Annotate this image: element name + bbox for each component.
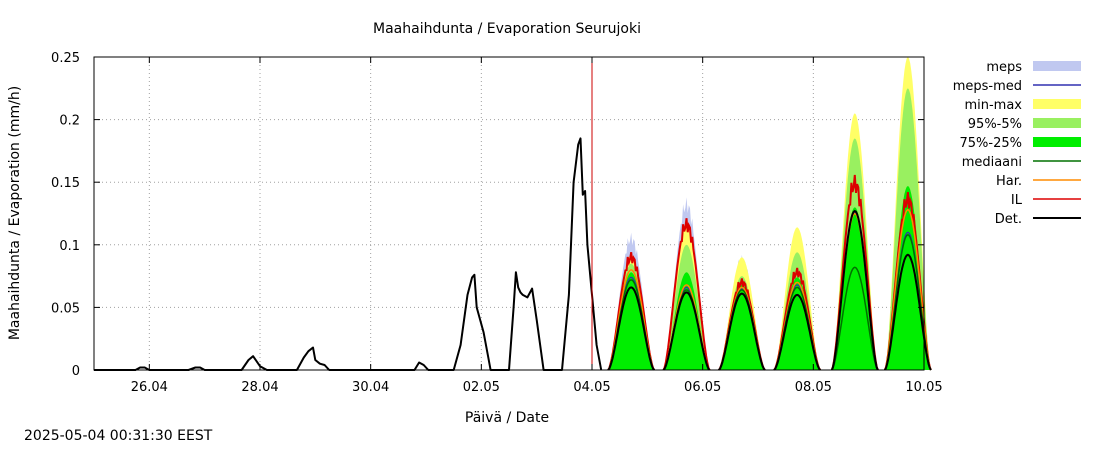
y-tick-label: 0.15: [51, 176, 80, 191]
x-tick-label: 30.04: [352, 380, 389, 395]
series-area: [94, 57, 932, 371]
x-tick-label: 02.05: [463, 380, 500, 395]
legend-swatch: [1033, 137, 1081, 147]
band-p75_25: [718, 284, 765, 370]
x-tick-label: 08.05: [795, 380, 832, 395]
legend-label: Har.: [996, 174, 1022, 189]
timestamp: 2025-05-04 00:31:30 EEST: [24, 428, 213, 444]
x-axis-label: Päivä / Date: [465, 410, 549, 426]
legend-label: Det.: [995, 212, 1022, 227]
legend-label: 75%-25%: [960, 136, 1022, 151]
x-axis: 26.04 28.04 30.04 02.05 04.05 06.05 08.05 10.05: [131, 57, 943, 395]
y-tick-label: 0.25: [51, 51, 80, 66]
x-tick-label: 28.04: [241, 380, 278, 395]
y-tick-label: 0.1: [59, 239, 80, 254]
x-tick-label: 04.05: [573, 380, 610, 395]
band-p75_25: [884, 186, 931, 370]
legend-label: mediaani: [962, 155, 1022, 170]
legend-label: meps-med: [953, 79, 1022, 94]
line-det: [830, 209, 879, 371]
legend-swatch: [1033, 99, 1081, 109]
legend: meps meps-med min-max 95%-5% 75%-25% mediaani…: [953, 60, 1081, 227]
line-det: [773, 293, 822, 371]
observed-line: [94, 137, 603, 371]
line-det: [607, 286, 656, 371]
y-tick-label: 0.2: [59, 114, 80, 129]
x-tick-label: 10.05: [905, 380, 942, 395]
legend-swatch: [1033, 61, 1081, 71]
x-tick-label: 06.05: [684, 380, 721, 395]
band-p75_25: [663, 272, 710, 370]
band-p75_25: [774, 277, 821, 370]
chart-title: Maahaihdunta / Evaporation Seurujoki: [373, 21, 641, 37]
legend-label: meps: [986, 60, 1022, 75]
y-tick-label: 0: [72, 364, 80, 379]
x-tick-label: 26.04: [131, 380, 168, 395]
y-axis-label: Maahaihdunta / Evaporation (mm/h): [7, 86, 23, 340]
line-det: [662, 291, 711, 371]
line-har: [884, 208, 932, 371]
line-il: [662, 218, 711, 371]
legend-swatch: [1033, 118, 1081, 128]
plot-frame: [93, 56, 925, 371]
band-p75_25: [831, 207, 878, 370]
legend-label: min-max: [964, 98, 1022, 113]
band-p75_25: [608, 272, 655, 370]
line-median: [831, 266, 879, 371]
line-det: [883, 253, 932, 371]
line-det: [718, 292, 766, 371]
y-axis: 0 0.05 0.1 0.15 0.2 0.25: [51, 51, 924, 379]
legend-label: IL: [1011, 193, 1023, 208]
legend-label: 95%-5%: [968, 117, 1022, 132]
y-tick-label: 0.05: [51, 301, 80, 316]
